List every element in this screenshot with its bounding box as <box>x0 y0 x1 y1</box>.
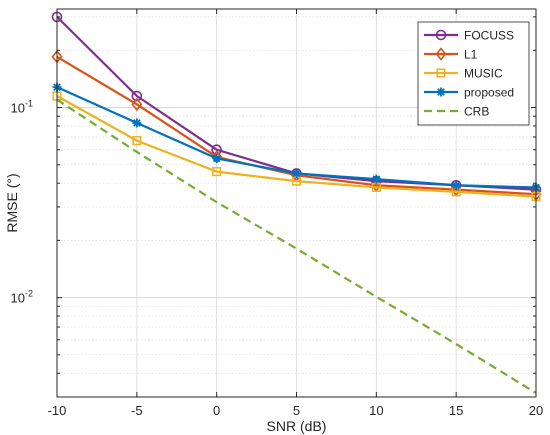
legend-marker-proposed <box>436 87 446 97</box>
asterisk-stroke <box>212 154 221 163</box>
legend-item-music: MUSIC <box>424 67 503 81</box>
x-axis-label: SNR (dB) <box>267 418 327 434</box>
legend-item-l1: L1 <box>424 47 478 62</box>
axis-ticks: -10 -5 0 5 10 15 20 10-2 10-1 <box>11 9 543 418</box>
data-point-proposed <box>451 180 461 190</box>
x-tick-label: -5 <box>131 403 143 418</box>
x-tick-label: 20 <box>529 403 543 418</box>
asterisk-stroke <box>292 169 301 178</box>
legend-item-crb: CRB <box>424 105 489 119</box>
asterisk-stroke <box>452 181 461 190</box>
legend-item-focuss: FOCUSS <box>424 29 514 43</box>
x-tick-label: -10 <box>48 403 67 418</box>
legend-marker-l1 <box>435 47 447 61</box>
x-tick-label: 5 <box>293 403 300 418</box>
x-tick-label: 15 <box>449 403 463 418</box>
legend-label-proposed: proposed <box>464 86 514 100</box>
legend-label-crb: CRB <box>464 105 489 119</box>
legend-label-focuss: FOCUSS <box>464 29 514 43</box>
series-proposed <box>52 82 541 192</box>
legend-label-music: MUSIC <box>464 67 503 81</box>
legend-item-proposed: proposed <box>424 86 514 100</box>
legend-marker-music <box>436 68 446 78</box>
data-point-proposed <box>292 168 301 178</box>
y-tick-label: 10-1 <box>11 99 33 116</box>
data-point-music <box>212 167 222 177</box>
y-tick-label: 10-2 <box>11 289 33 306</box>
asterisk-stroke <box>372 175 381 183</box>
legend-label-l1: L1 <box>464 48 478 62</box>
asterisk-stroke <box>437 88 445 96</box>
x-tick-label: 10 <box>369 403 383 418</box>
asterisk-stroke <box>132 119 141 127</box>
legend-marker-focuss <box>435 29 447 41</box>
x-tick-label: 0 <box>213 403 220 418</box>
data-point-music <box>132 136 142 146</box>
y-axis-label: RMSE (°) <box>4 173 20 232</box>
data-point-focuss <box>131 90 143 102</box>
data-point-proposed <box>212 153 222 163</box>
data-point-l1 <box>131 97 143 112</box>
series-line-crb <box>56 98 537 394</box>
legend: FOCUSS L1 MUSIC proposed CRB <box>417 21 530 126</box>
data-point-proposed <box>132 118 142 128</box>
series-line-music <box>56 95 537 198</box>
series-crb <box>56 98 537 394</box>
series-lines <box>51 11 542 394</box>
data-point-proposed <box>371 174 381 184</box>
